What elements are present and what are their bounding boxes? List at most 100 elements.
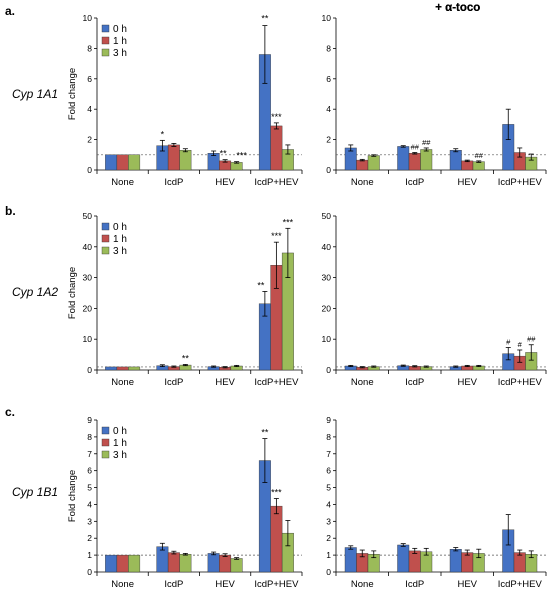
- legend-label: 0 h: [113, 426, 127, 437]
- bar: [230, 558, 243, 573]
- legend-swatch: [101, 450, 110, 459]
- panel-title: + α-toco: [435, 2, 480, 14]
- x-tick-label: IcdP: [405, 377, 424, 388]
- significance-label: **: [261, 14, 269, 24]
- significance-label: ***: [271, 488, 282, 498]
- y-tick-label: 9: [326, 415, 331, 425]
- y-tick-label: 20: [322, 303, 332, 313]
- row-label: c.: [5, 405, 15, 419]
- y-tick-label: 40: [322, 242, 332, 252]
- y-tick-label: 0: [326, 567, 331, 577]
- x-tick-label: HEV: [457, 177, 477, 188]
- bar: [116, 154, 129, 171]
- bar: [156, 546, 169, 573]
- legend-label: 1 h: [113, 234, 127, 245]
- panel-title: + α-toco: [435, 2, 480, 14]
- y-tick-label: 50: [83, 211, 93, 221]
- y-tick-label: 6: [326, 74, 331, 84]
- bar: [449, 549, 462, 573]
- y-axis-label: Fold change: [67, 68, 78, 120]
- bar: [207, 553, 220, 573]
- y-tick-label: 2: [87, 135, 92, 145]
- x-tick-label: HEV: [215, 579, 235, 590]
- y-tick-label: 4: [326, 104, 331, 114]
- legend-label: 3 h: [113, 246, 127, 257]
- significance-label: **: [220, 149, 228, 159]
- significance-label: ***: [271, 231, 282, 241]
- bar: [449, 150, 462, 171]
- y-tick-label: 2: [326, 533, 331, 543]
- y-tick-label: 4: [87, 104, 92, 114]
- y-tick-label: 5: [326, 483, 331, 493]
- y-tick-label: 7: [326, 449, 331, 459]
- x-tick-label: None: [111, 177, 134, 188]
- significance-label: ##: [527, 335, 536, 344]
- y-tick-label: 3: [87, 516, 92, 526]
- gene-label: Cyp 1A2: [12, 285, 58, 299]
- x-tick-label: None: [351, 177, 374, 188]
- y-tick-label: 8: [326, 43, 331, 53]
- significance-label: **: [261, 428, 269, 438]
- bar: [397, 146, 410, 171]
- y-tick-label: 8: [326, 432, 331, 442]
- x-tick-label: None: [351, 377, 374, 388]
- x-tick-label: None: [111, 579, 134, 590]
- bar: [179, 554, 192, 573]
- chart-panel-1: a. Cyp 1A1 0 2 4 6 8 10 Fold change None IcdP HEV Ic…: [5, 4, 303, 188]
- bar: [408, 550, 421, 573]
- bar: [356, 159, 369, 171]
- x-tick-label: IcdP+HEV: [254, 579, 299, 590]
- bar: [270, 125, 283, 171]
- bar: [472, 161, 485, 171]
- y-tick-label: 30: [322, 273, 332, 283]
- chart-panel-5: c. Cyp 1B1 0 1 2 3 4 5 6 7 8 9 Fold change None IcdP HE…: [5, 405, 303, 590]
- significance-label: ##: [422, 138, 431, 147]
- y-tick-label: 5: [87, 483, 92, 493]
- y-tick-label: 6: [87, 74, 92, 84]
- significance-label: ***: [283, 217, 294, 227]
- significance-label: #: [518, 340, 523, 349]
- y-tick-label: 9: [87, 415, 92, 425]
- y-tick-label: 40: [83, 242, 93, 252]
- y-tick-label: 1: [326, 550, 331, 560]
- legend-swatch: [101, 48, 110, 57]
- panel-title: + α-toco: [435, 2, 480, 14]
- bar: [344, 547, 357, 573]
- y-tick-label: 6: [326, 466, 331, 476]
- significance-label: ##: [475, 151, 484, 160]
- significance-label: ***: [236, 151, 247, 161]
- y-tick-label: 2: [326, 135, 331, 145]
- chart-panel-3: b. Cyp 1A2 0 10 20 30 40 50 Fold change None IcdP H…: [5, 204, 303, 388]
- y-tick-label: 0: [87, 165, 92, 175]
- y-tick-label: 2: [87, 533, 92, 543]
- legend-label: 0 h: [113, 24, 127, 35]
- bar: [105, 366, 118, 371]
- bar: [270, 505, 283, 573]
- gene-label: Cyp 1A1: [12, 87, 58, 101]
- legend-swatch: [101, 438, 110, 447]
- legend-label: 0 h: [113, 222, 127, 233]
- chart-panel-6: + α-toco 0 1 2 3 4 5 6 7 8 9 None IcdP HEV IcdP+HEV: [326, 2, 547, 590]
- bar: [167, 144, 180, 171]
- bar: [367, 155, 380, 171]
- bar: [397, 544, 410, 573]
- y-tick-label: 0: [87, 567, 92, 577]
- row-label: a.: [5, 4, 15, 18]
- significance-label: *: [161, 129, 165, 139]
- x-tick-label: IcdP+HEV: [254, 177, 299, 188]
- y-tick-label: 0: [87, 365, 92, 375]
- bar: [128, 554, 141, 573]
- y-axis-label: Fold change: [67, 267, 78, 319]
- y-tick-label: 10: [83, 334, 93, 344]
- legend-swatch: [101, 24, 110, 33]
- x-tick-label: IcdP: [405, 177, 424, 188]
- bar: [461, 160, 474, 171]
- bar: [167, 552, 180, 573]
- x-tick-label: HEV: [215, 177, 235, 188]
- y-tick-label: 10: [322, 13, 332, 23]
- legend-swatch: [101, 222, 110, 231]
- bar: [179, 150, 192, 171]
- x-tick-label: IcdP: [405, 579, 424, 590]
